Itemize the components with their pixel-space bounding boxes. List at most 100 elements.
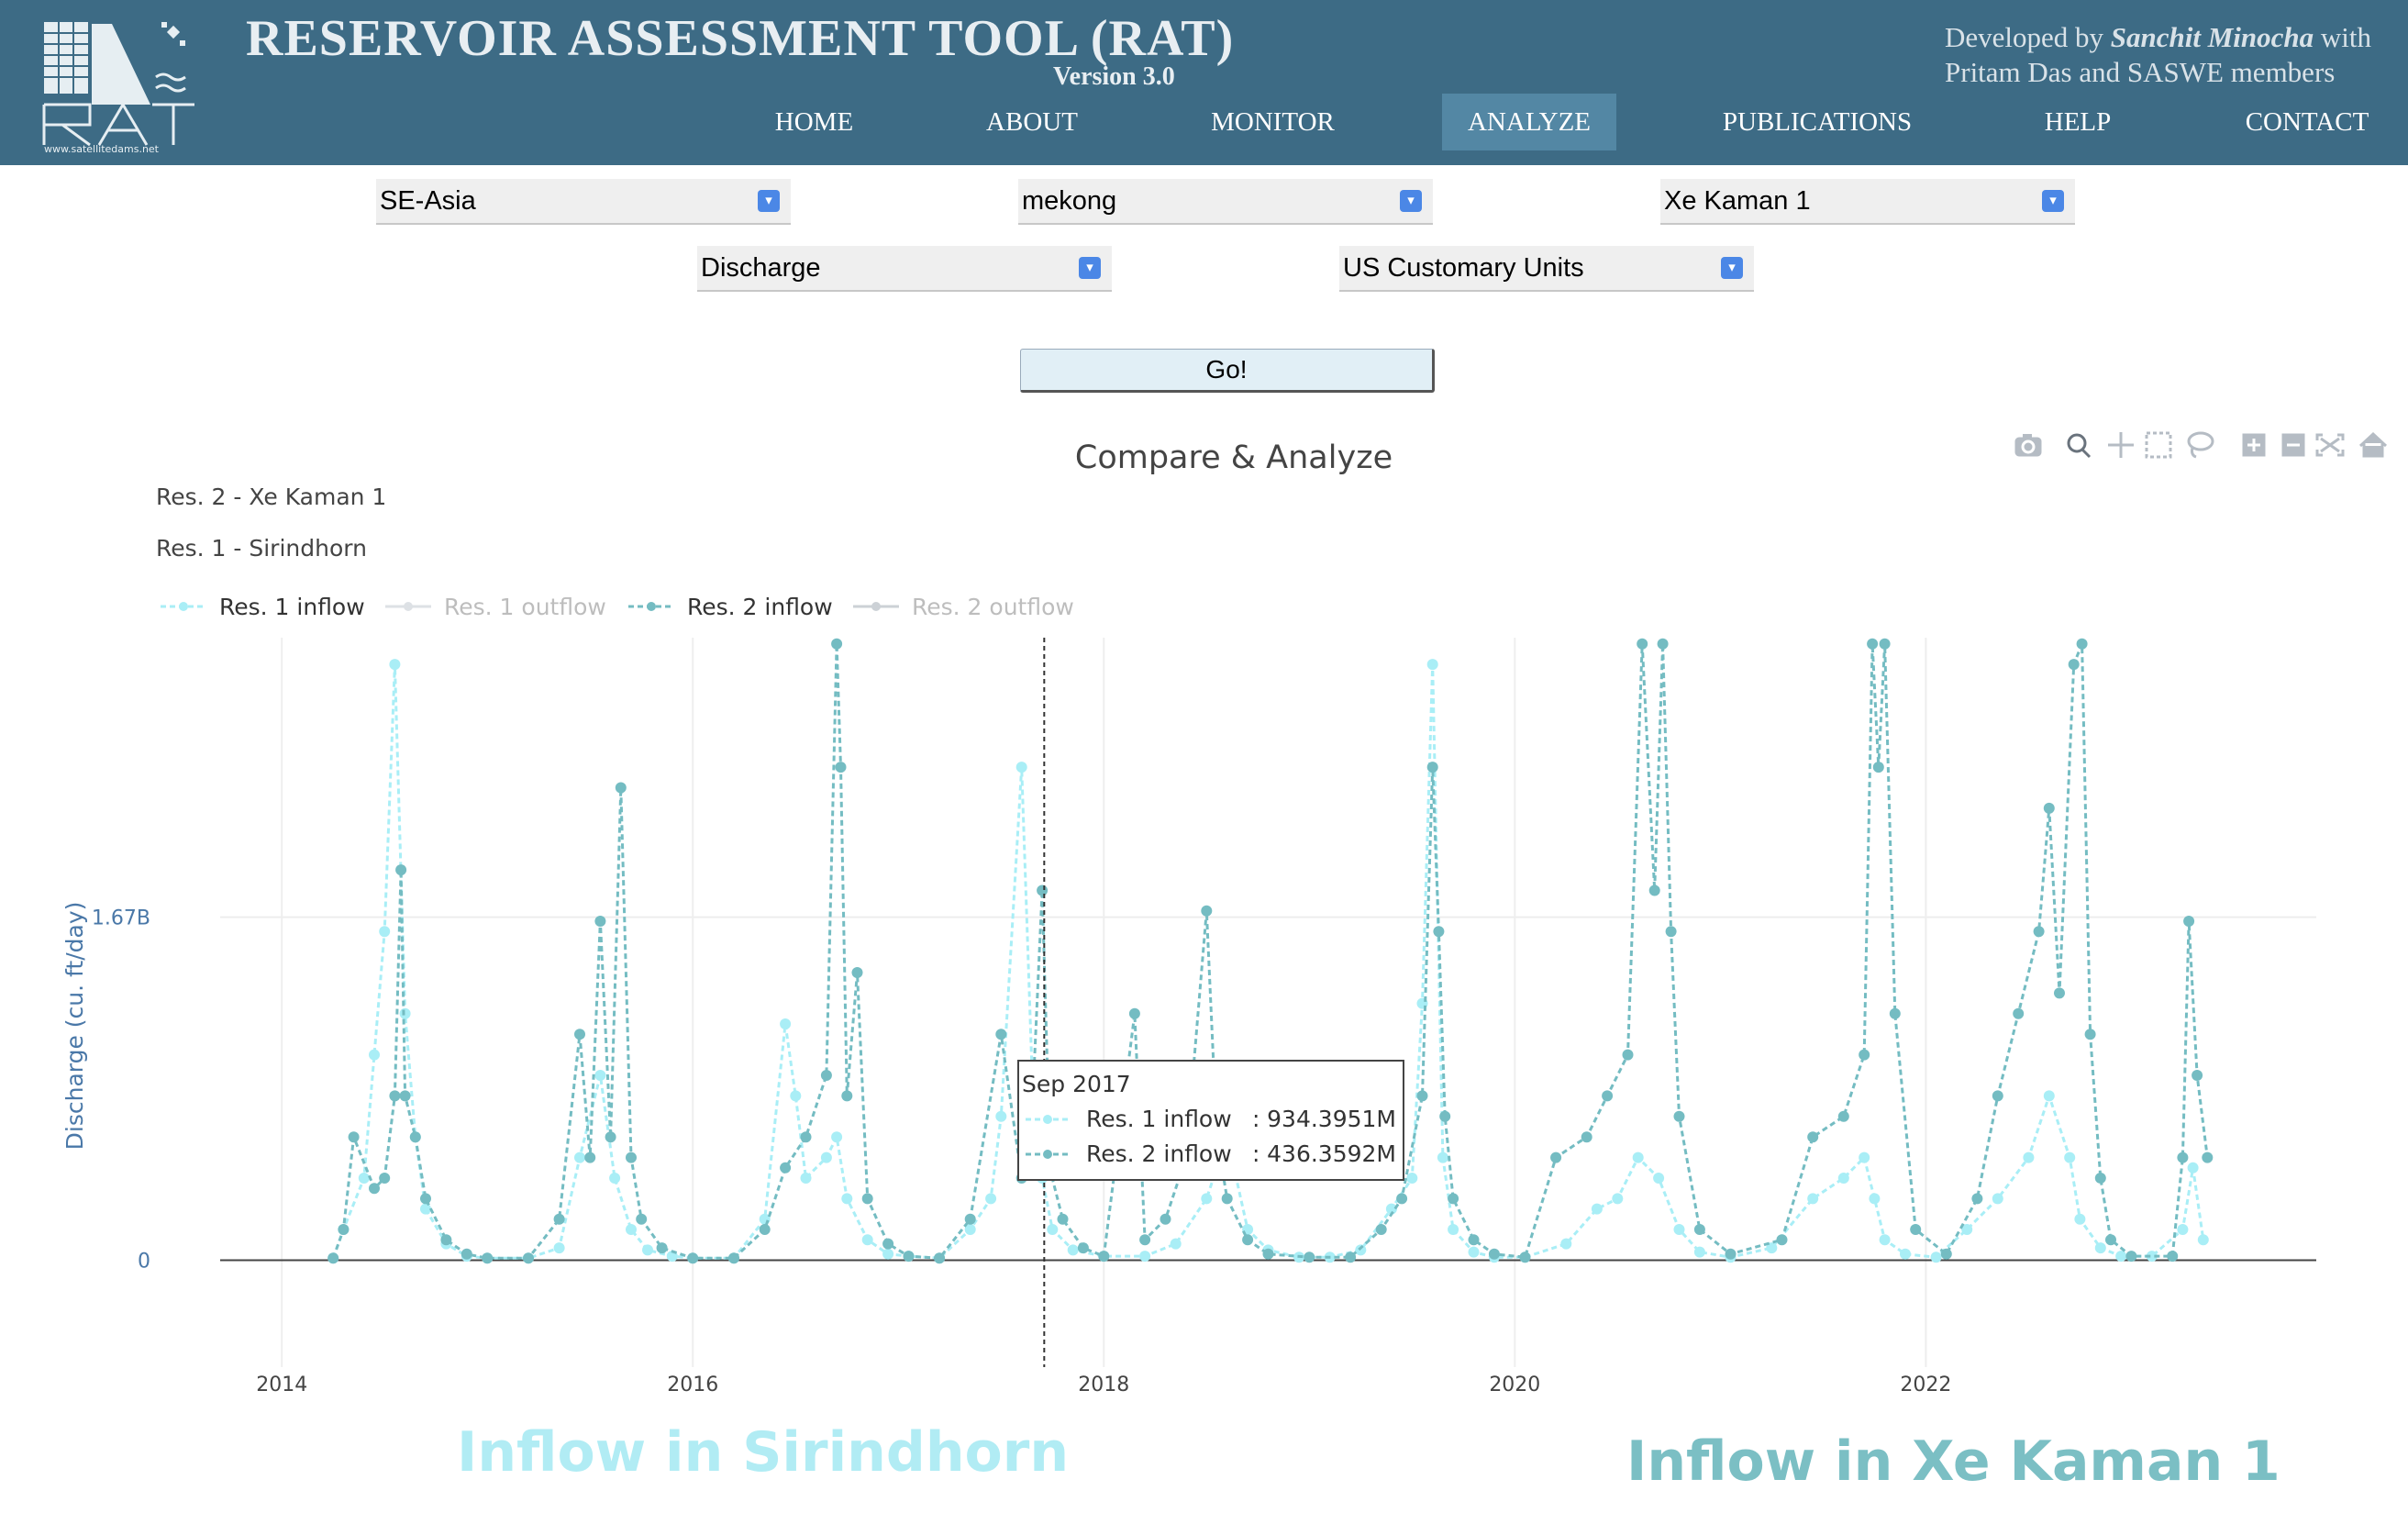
series-res-2-inflow — [327, 638, 2214, 1264]
zoom-icon[interactable] — [2067, 433, 2092, 459]
data-point — [1910, 1224, 1922, 1235]
legend-item[interactable]: Res. 1 inflow — [161, 594, 365, 620]
data-point — [820, 1151, 832, 1163]
data-point — [379, 926, 391, 938]
basin-select[interactable]: mekong ▾ — [1018, 179, 1433, 225]
legend-label: Res. 1 outflow — [444, 594, 606, 620]
legend-item[interactable]: Res. 2 inflow — [628, 594, 833, 620]
data-point — [553, 1213, 565, 1225]
nav-monitor[interactable]: MONITOR — [1211, 107, 1335, 137]
x-tick-label: 2016 — [667, 1374, 718, 1396]
data-point — [1160, 1213, 1171, 1225]
data-point — [409, 1131, 421, 1143]
data-point — [1077, 1242, 1089, 1254]
chart-series — [327, 638, 2214, 1264]
data-point — [1879, 1234, 1891, 1246]
legend-item[interactable]: Res. 2 outflow — [853, 594, 1074, 620]
reservoir-select[interactable]: Xe Kaman 1 ▾ — [1660, 179, 2075, 225]
region-select-value: SE-Asia — [380, 186, 476, 216]
data-point — [2074, 1213, 2086, 1225]
data-point — [1304, 1251, 1315, 1263]
x-tick-label: 2014 — [256, 1374, 307, 1396]
data-point — [1837, 1110, 1849, 1122]
legend-label: Res. 2 outflow — [912, 594, 1074, 620]
data-point — [1622, 1049, 1634, 1061]
y-tick-label: 1.67B — [92, 907, 150, 930]
data-point — [964, 1224, 976, 1235]
chevron-down-icon: ▾ — [1079, 257, 1101, 279]
chevron-down-icon: ▾ — [2042, 190, 2064, 212]
chart-legend[interactable]: Res. 1 inflow Res. 1 outflow Res. 2 inflow… — [161, 594, 1074, 620]
data-point — [1221, 1193, 1233, 1205]
zoom-in-icon[interactable] — [2242, 433, 2266, 457]
data-point — [1170, 1238, 1182, 1250]
legend-swatch-marker — [404, 602, 413, 611]
data-point — [2064, 1151, 2076, 1163]
data-point — [1468, 1234, 1480, 1246]
data-point — [1859, 1151, 1870, 1163]
region-select[interactable]: SE-Asia ▾ — [376, 179, 791, 225]
data-point — [2094, 1242, 2106, 1254]
legend-item[interactable]: Res. 1 outflow — [385, 594, 606, 620]
rat-logo[interactable]: www.satellitedams.net — [35, 17, 218, 158]
data-point — [995, 1029, 1007, 1040]
data-point — [2105, 1234, 2116, 1246]
zoom-out-icon[interactable] — [2281, 433, 2305, 457]
data-point — [1693, 1246, 1705, 1258]
go-button[interactable]: Go! — [1020, 349, 1435, 393]
data-point — [1067, 1244, 1079, 1256]
data-point — [1837, 1173, 1849, 1184]
data-point — [2187, 1162, 2199, 1174]
data-point — [389, 659, 401, 671]
data-point — [1665, 926, 1677, 938]
data-point — [2084, 1029, 2096, 1040]
nav-about[interactable]: ABOUT — [986, 107, 1078, 137]
data-point — [1879, 638, 1891, 650]
units-select[interactable]: US Customary Units ▾ — [1339, 246, 1754, 292]
nav-home[interactable]: HOME — [774, 107, 854, 137]
legend-swatch-marker — [871, 602, 881, 611]
data-point — [995, 1110, 1007, 1122]
nav-help[interactable]: HELP — [2044, 107, 2112, 137]
data-point — [2202, 1151, 2214, 1163]
data-point — [2013, 1007, 2025, 1019]
data-point — [1648, 884, 1660, 896]
data-point — [882, 1248, 894, 1260]
data-point — [1889, 1007, 1901, 1019]
chevron-down-icon: ▾ — [1400, 190, 1422, 212]
data-point — [440, 1234, 452, 1246]
data-point — [605, 1131, 616, 1143]
variable-select[interactable]: Discharge ▾ — [697, 246, 1112, 292]
tooltip-separator: : — [1252, 1106, 1259, 1132]
data-point — [1015, 762, 1027, 773]
data-point — [1139, 1251, 1151, 1263]
nav-analyze[interactable]: ANALYZE — [1442, 94, 1616, 150]
data-point — [358, 1173, 370, 1184]
data-point — [2068, 659, 2080, 671]
nav-publications[interactable]: PUBLICATIONS — [1722, 107, 1913, 137]
annotation-xe-kaman: Inflow in Xe Kaman 1 — [1626, 1429, 2280, 1494]
data-point — [1128, 1007, 1140, 1019]
data-point — [636, 1213, 648, 1225]
box-select-icon[interactable] — [2145, 431, 2172, 459]
data-point — [1653, 1173, 1665, 1184]
autoscale-icon[interactable] — [2315, 433, 2345, 457]
lasso-icon[interactable] — [2187, 431, 2214, 459]
data-point — [1468, 1246, 1480, 1258]
data-point — [609, 1173, 621, 1184]
data-point — [1519, 1251, 1531, 1263]
x-tick-label: 2022 — [1900, 1374, 1951, 1396]
nav-contact[interactable]: CONTACT — [2245, 107, 2369, 137]
data-point — [800, 1173, 812, 1184]
data-point — [1940, 1248, 1952, 1260]
data-point — [1345, 1251, 1357, 1263]
data-point — [642, 1244, 653, 1256]
pan-icon[interactable] — [2108, 432, 2134, 458]
data-point — [835, 762, 847, 773]
data-point — [461, 1248, 472, 1260]
camera-icon[interactable] — [2014, 434, 2042, 457]
reset-axes-icon[interactable] — [2358, 431, 2388, 458]
data-point — [1560, 1238, 1572, 1250]
data-point — [964, 1213, 976, 1225]
